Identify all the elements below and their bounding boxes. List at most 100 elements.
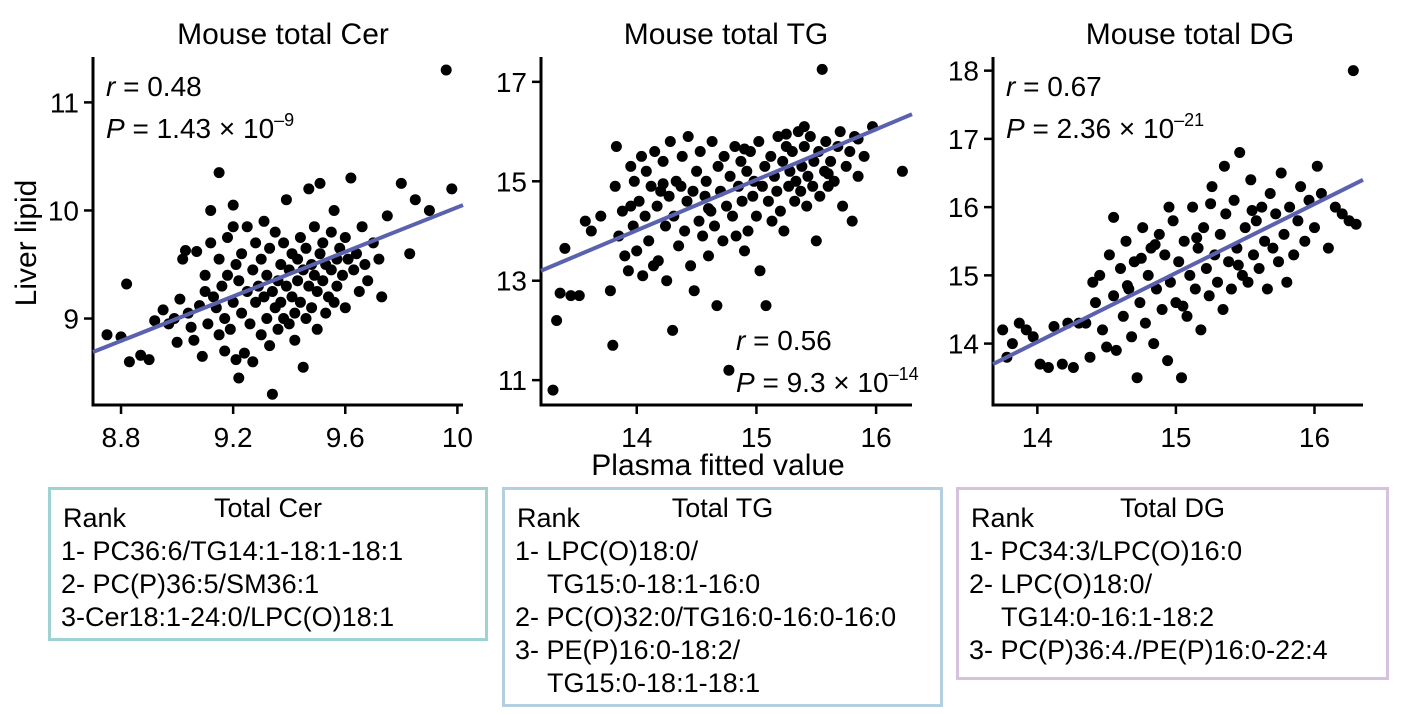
data-point [381, 210, 393, 222]
data-point [1253, 263, 1265, 274]
data-point [579, 215, 591, 227]
data-point [1246, 205, 1258, 216]
r-value: = 0.48 [115, 71, 201, 102]
data-point [697, 230, 709, 242]
data-point [633, 195, 645, 207]
data-point [236, 248, 248, 260]
data-point [404, 248, 416, 260]
data-point [123, 356, 135, 368]
data-point [643, 235, 655, 247]
x-tick-label: 9.6 [326, 422, 365, 453]
data-point [1259, 235, 1271, 247]
regression-line [540, 112, 913, 273]
y-tick-label: 9 [63, 304, 79, 335]
x-tick-label: 14 [621, 422, 652, 453]
data-point [840, 160, 852, 172]
chart-panel-1: Mouse total Cer 8.8 9.2 9.6 10 9 10 11 r = 0.48 P… [48, 18, 473, 453]
data-point [651, 200, 663, 212]
data-point [208, 291, 219, 303]
data-point [1097, 324, 1108, 336]
data-point [314, 177, 326, 189]
data-point [1336, 208, 1348, 220]
data-point [798, 141, 810, 152]
data-point [275, 296, 287, 308]
data-point [317, 275, 329, 287]
data-point [216, 280, 228, 292]
p-annotation: P = 9.3 × 10–14 [736, 364, 919, 398]
data-point [328, 296, 340, 308]
data-point [709, 220, 720, 232]
data-point [661, 275, 673, 287]
data-point [272, 323, 284, 335]
data-point [828, 175, 840, 187]
data-point [348, 264, 360, 276]
chart-panel-3: Mouse total DG 14 15 16 14 15 16 17 18 r = 0.67 P … [948, 18, 1364, 453]
data-point [294, 232, 306, 243]
data-point [1135, 252, 1147, 264]
data-point [754, 265, 766, 277]
data-point [227, 199, 239, 211]
rank-box-3: Total DG Rank 1- PC34:3/LPC(O)16:0 2- LPC(O… [956, 487, 1389, 680]
data-point [325, 264, 337, 276]
data-point [188, 334, 200, 346]
data-point [1242, 276, 1254, 288]
data-point [609, 180, 621, 192]
data-point [1048, 321, 1060, 332]
data-point [1084, 351, 1096, 363]
data-point [717, 235, 729, 247]
data-point [1270, 208, 1282, 220]
rank-item: 1- PC36:6/TG14:1-18:1-18:1 [61, 536, 404, 566]
data-point [289, 307, 301, 319]
data-point [1299, 235, 1311, 247]
data-point [1094, 269, 1106, 281]
data-point [294, 296, 306, 308]
data-point [1309, 222, 1320, 234]
r-annotation: r = 0.56 [736, 325, 832, 356]
data-point [693, 215, 705, 227]
data-point [1164, 276, 1176, 288]
data-point [778, 225, 790, 237]
data-point [337, 269, 348, 281]
data-point [816, 63, 828, 75]
rank-item: 3- PC(P)36:4./PE(P)16:0-22:4 [969, 635, 1328, 665]
data-point [1273, 256, 1284, 268]
data-point [706, 136, 718, 147]
data-point [1281, 276, 1293, 288]
data-point [191, 246, 203, 257]
data-point [801, 200, 813, 212]
data-point [196, 350, 208, 362]
data-point [292, 253, 304, 265]
data-point [1067, 362, 1079, 373]
data-point [688, 285, 700, 297]
data-point [219, 345, 231, 357]
x-tick-label: 10 [442, 422, 473, 453]
data-point [675, 180, 687, 192]
data-point [275, 259, 287, 270]
x-tick-label: 15 [741, 422, 772, 453]
data-point [303, 183, 315, 195]
data-point [760, 300, 772, 312]
data-point [266, 388, 278, 400]
data-point [101, 329, 113, 341]
r-value: = 0.67 [1015, 71, 1101, 102]
data-point [306, 302, 318, 314]
rank-item: TG14:0-16:1-18:2 [1001, 602, 1215, 632]
data-point [681, 195, 693, 207]
data-point [1228, 194, 1240, 206]
data-point [250, 296, 262, 308]
data-point [446, 183, 458, 195]
data-point [1350, 218, 1362, 230]
data-point [721, 200, 732, 212]
data-point [289, 334, 301, 346]
data-point [351, 248, 362, 260]
data-point [1239, 222, 1251, 234]
data-point [786, 146, 798, 157]
chart-title: Mouse total DG [1086, 18, 1294, 51]
data-point [1232, 259, 1244, 271]
data-point [607, 339, 619, 351]
data-point [554, 287, 566, 299]
data-point [772, 131, 784, 142]
data-point [213, 329, 225, 341]
p-value: = 9.3 × 10 [755, 367, 889, 398]
data-point [694, 146, 706, 157]
